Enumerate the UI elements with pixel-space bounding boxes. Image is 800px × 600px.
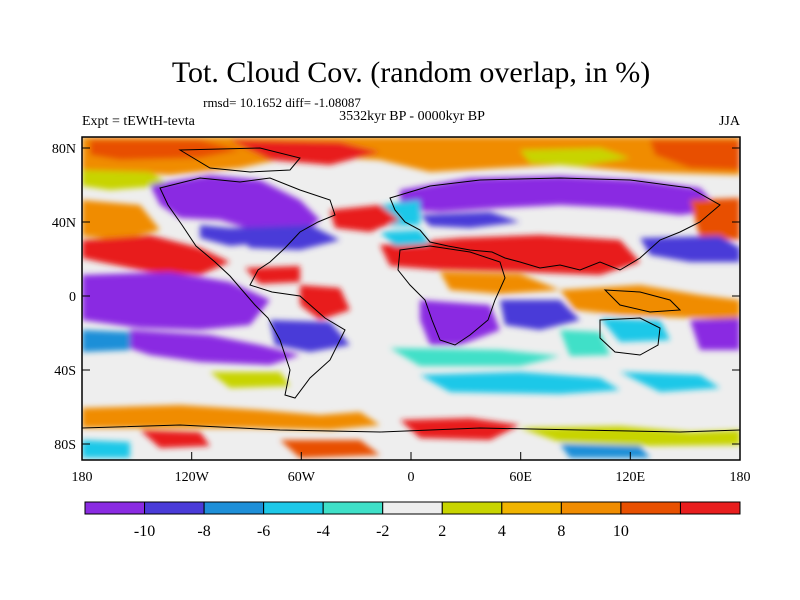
- figure-title: Tot. Cloud Cov. (random overlap, in %): [172, 56, 650, 89]
- lon-tick-label: 60W: [288, 470, 316, 485]
- lat-tick-label: 40S: [54, 364, 76, 379]
- field-region: [520, 426, 740, 446]
- field-region: [560, 330, 610, 356]
- colorbar-label: 8: [557, 523, 565, 540]
- field-region: [245, 266, 300, 284]
- field-region: [140, 430, 210, 448]
- stats-label: rmsd= 10.1652 diff= -1.08087: [203, 95, 361, 110]
- field-region: [420, 372, 620, 394]
- field-region: [690, 198, 740, 240]
- field-region: [82, 440, 130, 458]
- field-region: [82, 235, 230, 275]
- coastlines: [82, 147, 740, 433]
- colorbar-label: -6: [257, 523, 270, 540]
- colorbar-swatch: [441, 501, 503, 515]
- field-region: [150, 175, 320, 235]
- colorbar-label: 2: [438, 523, 446, 540]
- colorbar-label: 4: [498, 523, 506, 540]
- colorbar-swatch: [501, 501, 562, 515]
- colorbar-swatch: [560, 501, 622, 515]
- field-region: [82, 405, 380, 430]
- colorbar-swatch: [620, 501, 681, 515]
- lat-tick-label: 80S: [54, 438, 76, 453]
- colorbar-swatch: [203, 501, 265, 515]
- colorbar-swatch: [679, 501, 741, 515]
- lon-tick-label: 120E: [616, 470, 646, 485]
- longitude-axis: 180 120W 60W 0 60E 120E 180: [72, 452, 751, 485]
- lat-tick-label: 40N: [52, 216, 76, 231]
- colorbar: [84, 501, 741, 515]
- period-label: 3532kyr BP - 0000kyr BP: [339, 109, 485, 124]
- field-region: [82, 272, 270, 330]
- field-region: [280, 440, 380, 458]
- field-region: [650, 140, 740, 170]
- field-region: [420, 300, 500, 345]
- colorbar-swatch: [144, 501, 205, 515]
- lon-tick-label: 0: [408, 470, 415, 485]
- colorbar-swatch: [322, 501, 384, 515]
- field-region: [120, 330, 300, 365]
- season-label: JJA: [719, 114, 741, 129]
- colorbar-label: -4: [317, 523, 330, 540]
- lon-tick-label: 120W: [175, 470, 210, 485]
- experiment-label: Expt = tEWtH-tevta: [82, 114, 196, 129]
- field-region: [560, 285, 740, 320]
- field-region: [230, 140, 380, 165]
- field-region: [560, 444, 650, 458]
- colorbar-label: -10: [134, 523, 155, 540]
- latitude-axis: 80N 40N 0 40S 80S: [52, 142, 740, 453]
- field-region: [230, 225, 340, 250]
- field-region: [300, 285, 350, 320]
- field-region: [620, 372, 720, 392]
- lon-tick-label: 60E: [509, 470, 532, 485]
- field-region: [520, 148, 630, 166]
- field-region: [380, 230, 430, 246]
- colorbar-labels: -10 -8 -6 -4 -2 2 4 8 10: [134, 523, 629, 540]
- lon-tick-label: 180: [730, 470, 751, 485]
- field-region: [90, 140, 240, 160]
- lat-tick-label: 0: [69, 290, 76, 305]
- colorbar-label: 10: [613, 523, 629, 540]
- field-region: [690, 318, 740, 350]
- colorbar-swatch: [263, 501, 324, 515]
- colorbar-label: -8: [197, 523, 210, 540]
- field-region: [500, 300, 580, 330]
- field-region: [440, 272, 560, 294]
- lat-tick-label: 80N: [52, 142, 76, 157]
- field-region: [82, 330, 130, 352]
- cloud-cover-field: [82, 137, 740, 460]
- field-region: [390, 348, 560, 366]
- field-region: [400, 176, 720, 215]
- colorbar-swatch: [382, 501, 443, 515]
- field-region: [420, 212, 520, 228]
- lon-tick-label: 180: [72, 470, 93, 485]
- field-region: [640, 236, 740, 262]
- field-region: [330, 205, 400, 232]
- field-region: [82, 170, 170, 190]
- colorbar-swatch: [84, 501, 146, 515]
- field-region: [82, 200, 160, 240]
- field-region: [270, 320, 350, 352]
- colorbar-label: -2: [376, 523, 389, 540]
- field-region: [210, 372, 290, 388]
